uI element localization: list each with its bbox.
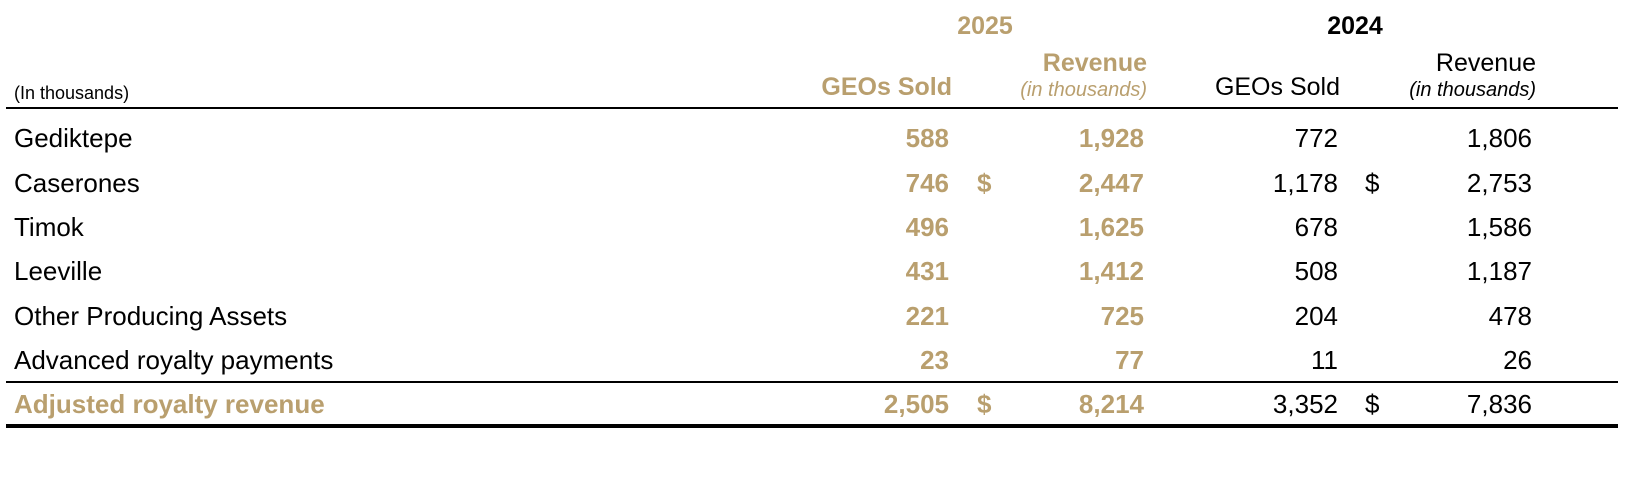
row-label-timok: Timok (14, 212, 84, 242)
revenue-2025-advanced-royalty-payments: 77 (1115, 345, 1144, 375)
geos-2025-leeville: 431 (905, 256, 949, 286)
revenue-2025-caserones: 2,447 (1078, 168, 1144, 198)
total-top-rule (6, 381, 1618, 383)
revenue-2024-header: Revenue (1435, 49, 1536, 77)
total-geos-2024: 3,352 (1272, 389, 1338, 419)
total-revenue-2024: 7,836 (1466, 389, 1532, 419)
total-revenue-2025: 8,214 (1078, 389, 1144, 419)
revenue-2024-advanced-royalty-payments: 26 (1503, 345, 1532, 375)
year-2025-header: 2025 (957, 12, 1013, 40)
row-label-advanced-royalty-payments: Advanced royalty payments (14, 345, 334, 375)
revenue-2024-units: (in thousands) (1409, 79, 1536, 101)
geos-2025-timok: 496 (905, 212, 949, 242)
revenue-2024-leeville: 1,187 (1466, 256, 1532, 286)
geos-2024-other-producing-assets: 204 (1294, 301, 1338, 331)
revenue-2024-gediktepe: 1,806 (1466, 123, 1532, 153)
geos-sold-2024-header: GEOs Sold (1214, 73, 1340, 101)
geos-2025-caserones: 746 (905, 168, 949, 198)
geos-sold-2025-header: GEOs Sold (821, 73, 952, 101)
geos-2025-other-producing-assets: 221 (905, 301, 949, 331)
revenue-2024-timok: 1,586 (1466, 212, 1532, 242)
revenue-2025-gediktepe: 1,928 (1078, 123, 1144, 153)
revenue-2024-caserones: 2,753 (1466, 168, 1532, 198)
revenue-2025-header: Revenue (1042, 49, 1147, 77)
dollar-sign-2025-total: $ (977, 389, 992, 419)
geos-2024-timok: 678 (1294, 212, 1338, 242)
dollar-sign-2025-caserones: $ (977, 168, 992, 198)
year-2024-header: 2024 (1327, 12, 1383, 40)
row-label-other-producing-assets: Other Producing Assets (14, 301, 288, 331)
revenue-2024-other-producing-assets: 478 (1488, 301, 1532, 331)
total-bottom-rule (6, 424, 1618, 428)
total-geos-2025: 2,505 (883, 389, 949, 419)
geos-2024-caserones: 1,178 (1272, 168, 1338, 198)
dollar-sign-2024-total: $ (1365, 389, 1380, 419)
revenue-2025-units: (in thousands) (1020, 79, 1147, 101)
geos-2025-gediktepe: 588 (905, 123, 949, 153)
geos-2024-gediktepe: 772 (1294, 123, 1338, 153)
units-label: (In thousands) (14, 83, 130, 103)
dollar-sign-2024-caserones: $ (1365, 168, 1380, 198)
geos-2025-advanced-royalty-payments: 23 (920, 345, 949, 375)
revenue-2025-leeville: 1,412 (1078, 256, 1144, 286)
row-label-caserones: Caserones (14, 168, 140, 198)
revenue-2025-other-producing-assets: 725 (1100, 301, 1144, 331)
row-label-gediktepe: Gediktepe (14, 123, 133, 153)
header-rule (6, 107, 1618, 109)
row-label-leeville: Leeville (14, 256, 103, 286)
total-row-label: Adjusted royalty revenue (14, 389, 325, 419)
geos-2024-advanced-royalty-payments: 11 (1311, 345, 1338, 375)
revenue-2025-timok: 1,625 (1078, 212, 1144, 242)
geos-2024-leeville: 508 (1294, 256, 1338, 286)
